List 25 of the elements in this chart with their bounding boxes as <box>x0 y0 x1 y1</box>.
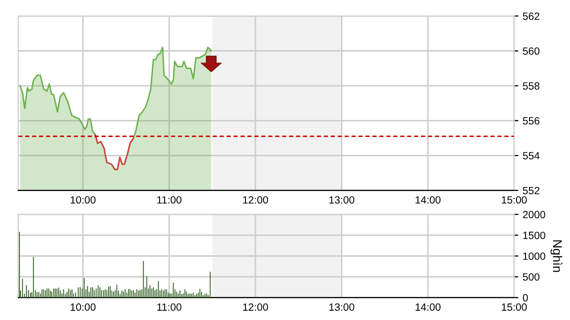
y-tick-label: 556 <box>522 117 540 125</box>
x-tick-label: 11:00 <box>157 196 182 204</box>
x-tick-label: 14:00 <box>416 196 441 204</box>
y-tick-label: 1000 <box>523 252 546 260</box>
x-tick-label: 12:00 <box>243 196 268 204</box>
x-tick-label: 10:00 <box>70 303 96 311</box>
x-tick-label: 10:00 <box>70 196 96 204</box>
x-tick-label: 15:00 <box>502 196 527 204</box>
y-tick-label: 2000 <box>522 210 546 218</box>
x-tick-label: 12:00 <box>243 303 268 311</box>
y-axis-title: Nghìn <box>550 240 562 272</box>
x-tick-label: 11:00 <box>157 303 182 311</box>
y-tick-label: 560 <box>522 47 540 55</box>
y-tick-label: 500 <box>522 273 540 281</box>
y-tick-label: 0 <box>522 294 528 302</box>
x-tick-label: 13:00 <box>329 303 354 311</box>
y-tick-label: 1500 <box>523 232 546 240</box>
y-tick-label: 552 <box>522 186 540 194</box>
y-tick-label: 562 <box>522 12 540 20</box>
x-tick-label: 14:00 <box>416 303 441 311</box>
x-tick-label: 13:00 <box>329 196 354 204</box>
line-series <box>94 134 134 170</box>
y-tick-label: 558 <box>522 82 540 90</box>
y-tick-label: 554 <box>522 152 540 160</box>
x-tick-label: 15:00 <box>502 303 527 311</box>
